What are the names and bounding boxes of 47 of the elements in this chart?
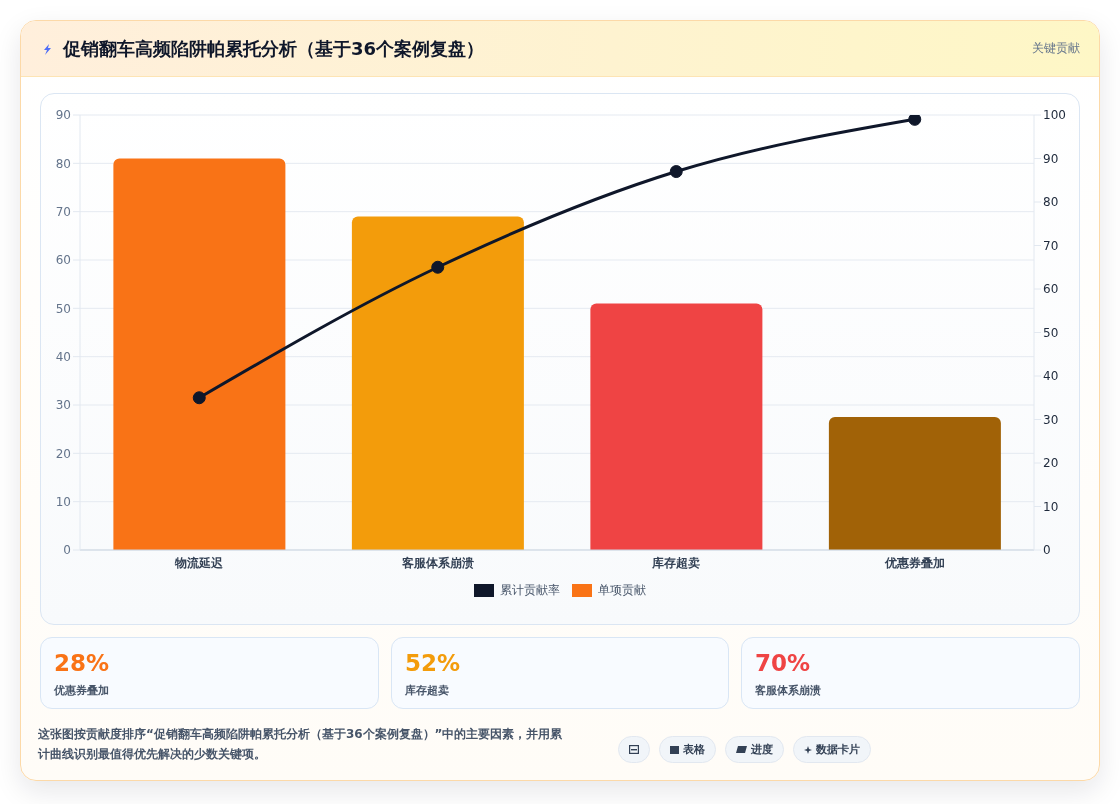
point (908, 115, 922, 126)
y2-tick-label: 30 (1043, 412, 1059, 427)
text: 数据卡片 (816, 743, 860, 756)
y-tick-label: 80 (55, 156, 71, 171)
x-tick-label: 物流延迟 (174, 555, 225, 570)
y-tick-label: 20 (55, 446, 71, 461)
y2-tick-label: 20 (1043, 456, 1059, 471)
text: 库存超卖 (405, 684, 449, 697)
y-tick-label: 0 (63, 543, 71, 558)
x-tick-label: 优惠券叠加 (883, 555, 945, 570)
y-tick-label: 90 (55, 108, 71, 123)
text: 表格 (683, 743, 705, 756)
legend-label: 单项贡献 (598, 583, 646, 597)
text: 关键贡献 (1032, 41, 1080, 55)
x-tick-label: 库存超卖 (651, 555, 701, 570)
legend-label: 累计贡献率 (500, 583, 560, 597)
y2-tick-label: 10 (1043, 499, 1059, 514)
chart-title: 促销翻车高频陷阱帕累托分析（基于36个案例复盘） (63, 38, 485, 59)
y-tick-label: 10 (55, 494, 71, 509)
y2-tick-label: 80 (1043, 195, 1059, 210)
y2-tick-label: 0 (1043, 543, 1051, 558)
text: 这张图按贡献度排序“促销翻车高频陷阱帕累托分析（基于36个案例复盘）”中的主要因素，并用累计曲线识别最值得优先解决的少数关键项。 (38, 727, 563, 761)
y-tick-label: 50 (55, 301, 71, 316)
text: 28% (54, 650, 110, 676)
text: 70% (755, 650, 811, 676)
y2-tick-label: 60 (1043, 282, 1059, 297)
y-tick-label: 30 (55, 398, 71, 413)
text: 进度 (751, 743, 773, 756)
point (431, 260, 445, 274)
y2-tick-label: 70 (1043, 238, 1059, 253)
bar (828, 417, 1001, 550)
text: 优惠券叠加 (54, 684, 109, 697)
y2-tick-label: 40 (1043, 369, 1059, 384)
x-tick-label: 客服体系崩溃 (400, 555, 474, 570)
bar (113, 158, 286, 550)
y2-tick-label: 100 (1043, 108, 1066, 123)
y2-tick-label: 90 (1043, 151, 1059, 166)
y-tick-label: 70 (55, 204, 71, 219)
text: 客服体系崩溃 (755, 684, 821, 697)
y-tick-label: 40 (55, 349, 71, 364)
bar (351, 216, 524, 550)
point (669, 165, 683, 179)
y2-tick-label: 50 (1043, 325, 1059, 340)
bar (590, 303, 763, 550)
point (192, 391, 206, 405)
text: 52% (405, 650, 461, 676)
y-tick-label: 60 (55, 253, 71, 268)
